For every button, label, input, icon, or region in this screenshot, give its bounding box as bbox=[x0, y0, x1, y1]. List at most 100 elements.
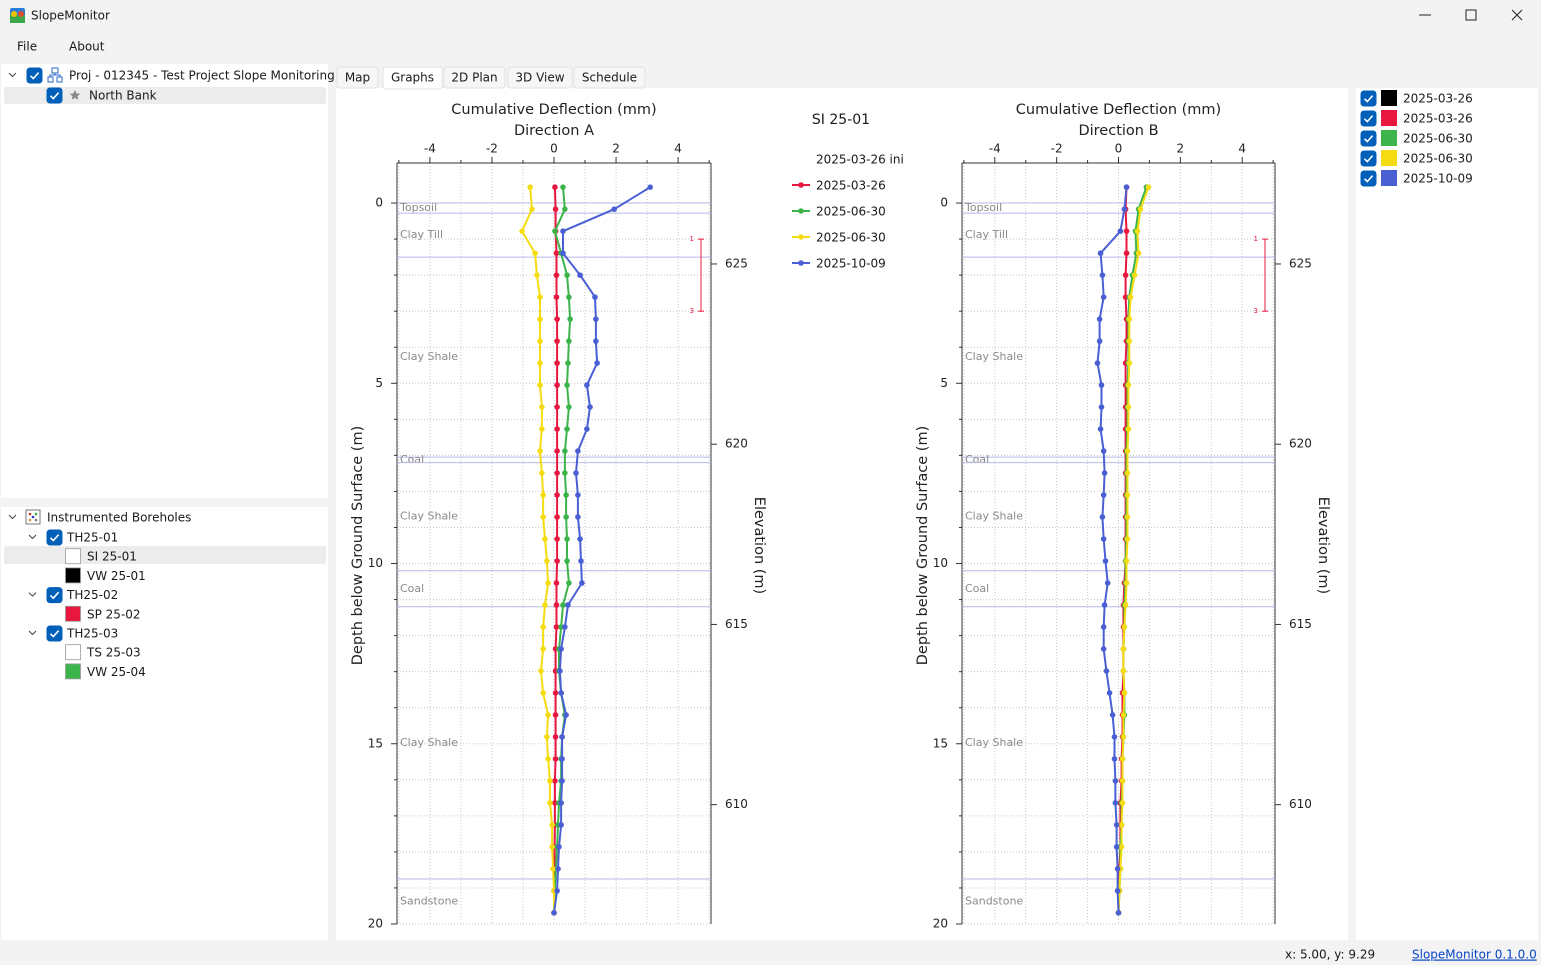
checkbox[interactable] bbox=[1360, 110, 1377, 127]
borehole-label[interactable]: TH25-02 bbox=[66, 588, 118, 602]
checkmark[interactable] bbox=[29, 72, 40, 80]
checkbox[interactable] bbox=[1360, 90, 1377, 107]
instrument-label[interactable]: SP 25-02 bbox=[87, 607, 141, 621]
instrument-label[interactable]: TS 25-03 bbox=[86, 646, 141, 660]
legend-swatch bbox=[1381, 150, 1397, 166]
checkmark[interactable] bbox=[1363, 155, 1374, 163]
tab-label[interactable]: 3D View bbox=[515, 71, 564, 85]
data-point bbox=[519, 228, 525, 234]
borehole-label[interactable]: TH25-03 bbox=[66, 627, 118, 641]
interval-label: 3 bbox=[690, 307, 694, 315]
checkmark[interactable] bbox=[49, 591, 60, 600]
legend-label[interactable]: 2025-03-26 bbox=[1403, 92, 1473, 106]
data-point bbox=[564, 536, 570, 542]
checkmark[interactable] bbox=[49, 630, 60, 638]
close-button[interactable] bbox=[1511, 9, 1523, 21]
checkmark[interactable] bbox=[49, 534, 60, 542]
data-point bbox=[550, 866, 556, 872]
menu-item[interactable]: File bbox=[17, 40, 37, 54]
expander[interactable] bbox=[28, 534, 37, 540]
instrument-label[interactable]: VW 25-04 bbox=[87, 665, 146, 679]
checkbox[interactable] bbox=[26, 67, 43, 84]
data-point bbox=[557, 668, 563, 674]
tree-root-label[interactable]: Instrumented Boreholes bbox=[47, 511, 191, 525]
data-point bbox=[552, 778, 558, 784]
legend-label[interactable]: 2025-10-09 bbox=[1403, 172, 1473, 186]
tab[interactable] bbox=[443, 66, 506, 89]
y2-tick-label: 615 bbox=[1289, 617, 1312, 631]
checkmark[interactable] bbox=[1363, 95, 1374, 103]
layer-label: Clay Shale bbox=[965, 350, 1023, 363]
data-point bbox=[592, 294, 598, 300]
checkbox[interactable] bbox=[1360, 170, 1377, 187]
instrument-label[interactable]: SI 25-01 bbox=[87, 550, 137, 564]
checkmark[interactable] bbox=[1363, 175, 1374, 183]
checkmark[interactable] bbox=[49, 92, 60, 100]
data-point bbox=[553, 602, 560, 608]
tab[interactable] bbox=[382, 66, 443, 90]
tab-label[interactable]: Map bbox=[345, 71, 370, 85]
layer-label: Clay Shale bbox=[965, 510, 1023, 523]
tree-item-label[interactable]: Proj - 012345 - Test Project Slope Monit… bbox=[69, 69, 335, 83]
data-point bbox=[1112, 778, 1119, 784]
tab-label[interactable]: 2D Plan bbox=[451, 71, 497, 85]
tab[interactable] bbox=[336, 66, 379, 89]
data-point bbox=[566, 580, 572, 586]
data-point bbox=[559, 734, 565, 740]
data-point bbox=[552, 184, 558, 190]
menu-item[interactable]: About bbox=[69, 40, 105, 54]
tree-item-label[interactable]: North Bank bbox=[89, 89, 157, 103]
data-point bbox=[554, 888, 560, 894]
checkbox[interactable] bbox=[1360, 130, 1377, 147]
data-point bbox=[611, 206, 617, 212]
legend-label[interactable]: 2025-06-30 bbox=[1403, 152, 1473, 166]
expander[interactable] bbox=[8, 72, 17, 78]
layer-label: Clay Till bbox=[965, 228, 1008, 241]
data-point bbox=[558, 690, 564, 696]
series-line bbox=[1117, 186, 1150, 913]
data-point bbox=[1120, 712, 1127, 718]
checkbox[interactable] bbox=[46, 587, 63, 604]
expander[interactable] bbox=[8, 514, 17, 520]
checkbox[interactable] bbox=[1360, 150, 1377, 167]
data-point bbox=[1124, 448, 1131, 454]
data-point bbox=[1126, 360, 1133, 366]
layer-label: Coal bbox=[400, 453, 424, 466]
tab[interactable] bbox=[573, 66, 646, 89]
data-point bbox=[554, 470, 560, 476]
data-point bbox=[573, 470, 579, 476]
data-point bbox=[554, 536, 560, 542]
expander[interactable] bbox=[28, 630, 37, 636]
checkbox[interactable] bbox=[46, 529, 63, 546]
checkbox[interactable] bbox=[46, 625, 63, 642]
tab-label[interactable]: Schedule bbox=[582, 71, 637, 85]
legend-swatch bbox=[1381, 130, 1397, 146]
checkmark[interactable] bbox=[1363, 115, 1374, 123]
layer-label: Topsoil bbox=[399, 201, 437, 214]
data-point bbox=[1124, 492, 1131, 498]
tab[interactable] bbox=[507, 66, 573, 89]
legend-label[interactable]: 2025-03-26 bbox=[1403, 112, 1473, 126]
data-point bbox=[554, 360, 560, 366]
data-point bbox=[1125, 382, 1132, 388]
version-link[interactable]: SlopeMonitor 0.1.0.0 bbox=[1412, 948, 1537, 962]
x-tick-label: -4 bbox=[424, 142, 436, 156]
data-point bbox=[575, 492, 581, 498]
maximize-button[interactable] bbox=[1465, 9, 1477, 21]
tab-label[interactable]: Graphs bbox=[391, 71, 434, 85]
data-point bbox=[1099, 272, 1106, 278]
instrument-label[interactable]: VW 25-01 bbox=[87, 569, 146, 583]
layer-label: Topsoil bbox=[964, 201, 1002, 214]
selected-row bbox=[4, 87, 326, 104]
checkbox[interactable] bbox=[46, 87, 63, 104]
checkmark[interactable] bbox=[1363, 135, 1374, 143]
legend-label[interactable]: 2025-06-30 bbox=[1403, 132, 1473, 146]
data-point bbox=[562, 448, 568, 454]
borehole-label[interactable]: TH25-01 bbox=[66, 531, 118, 545]
cursor-position: x: 5.00, y: 9.29 bbox=[1285, 948, 1375, 962]
data-point bbox=[554, 404, 560, 410]
expander[interactable] bbox=[28, 592, 37, 597]
data-point bbox=[554, 426, 560, 432]
data-point bbox=[558, 800, 564, 806]
